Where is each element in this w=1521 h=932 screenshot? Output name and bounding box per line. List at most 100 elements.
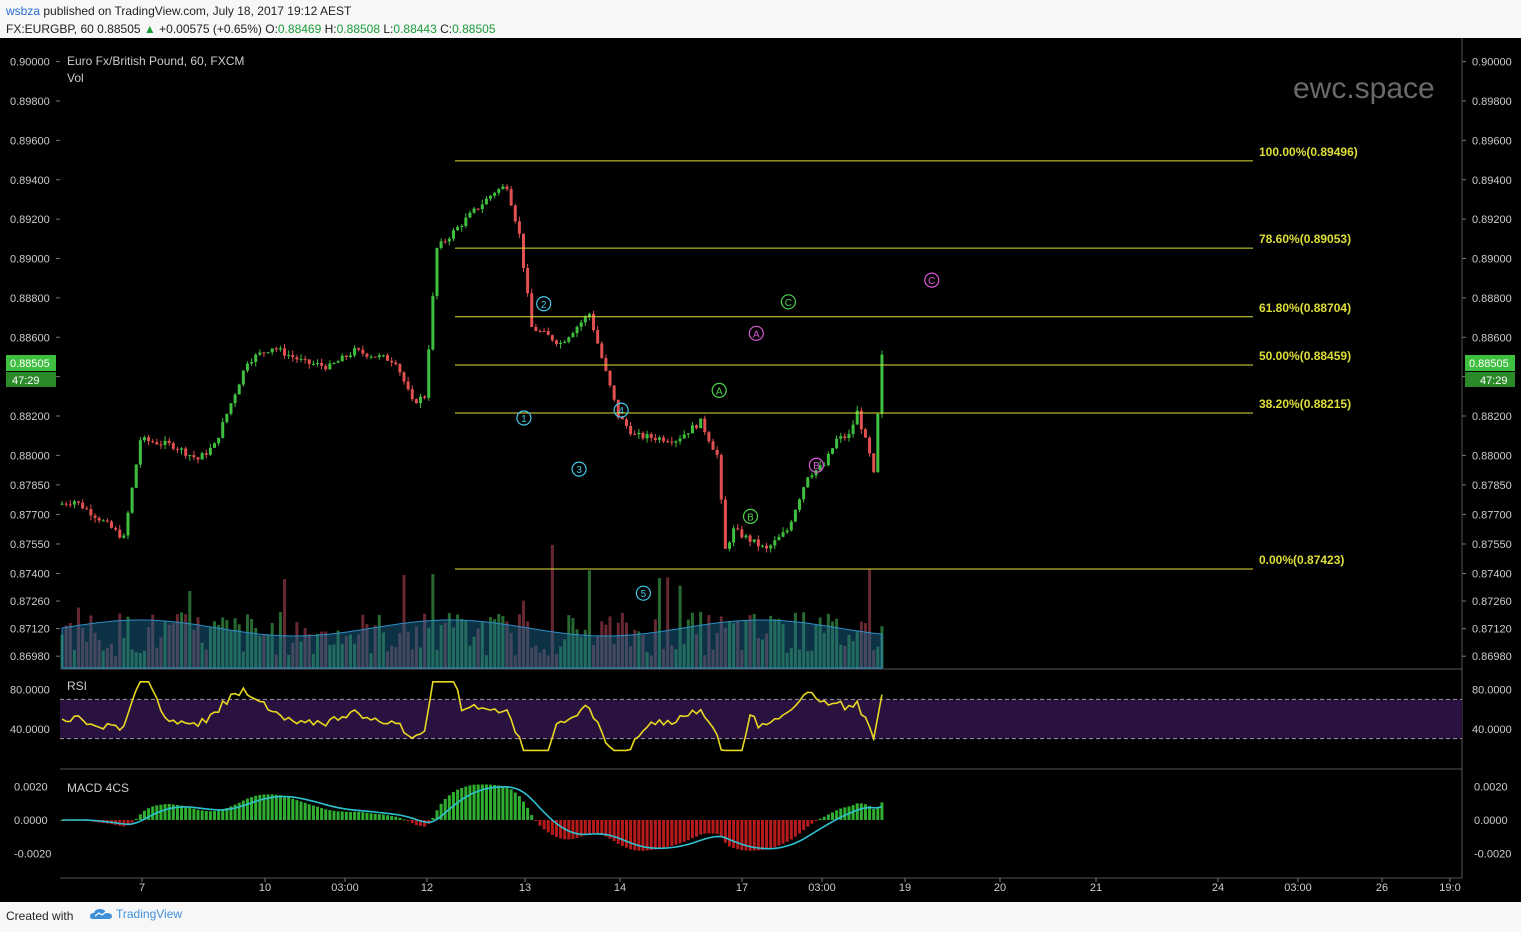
x-tick-label: 24: [1212, 882, 1224, 894]
candle-body: [748, 535, 752, 542]
volume-bar: [468, 645, 472, 668]
candle-body: [851, 424, 855, 434]
volume-bars: [60, 544, 884, 668]
volume-bar: [390, 645, 394, 668]
candle-body: [608, 370, 612, 386]
vol-label: Vol: [67, 71, 84, 85]
volume-bar: [826, 613, 830, 668]
volume-bar: [237, 624, 241, 668]
candle-body: [744, 535, 748, 538]
created-with-label: Created with: [6, 909, 74, 923]
volume-bar: [130, 649, 134, 668]
volume-bar: [596, 635, 600, 668]
candle-body: [773, 540, 777, 546]
macd-histogram-bar: [406, 820, 410, 822]
candle-body: [575, 326, 579, 334]
volume-bar: [233, 618, 237, 668]
volume-bar: [105, 647, 109, 668]
y-tick-label-left: 0.89600: [10, 135, 50, 147]
candle-body: [789, 521, 793, 531]
volume-bar: [423, 613, 427, 668]
volume-bar: [637, 631, 641, 668]
volume-bar: [505, 621, 509, 668]
macd-tick-left: 0.0000: [14, 815, 48, 827]
macd-histogram-bar: [538, 820, 542, 826]
macd-histogram-bar: [695, 820, 699, 837]
volume-bar: [563, 639, 567, 668]
author-link[interactable]: wsbza: [6, 4, 41, 18]
macd-histogram-bar: [554, 820, 558, 838]
macd-tick-right: -0.0020: [1474, 848, 1511, 860]
wave-label-circle: [635, 585, 651, 601]
candle-body: [777, 536, 781, 541]
volume-bar: [546, 655, 550, 668]
tradingview-cloud-icon: [90, 909, 112, 919]
chart-canvas[interactable]: 100.00%(0.89496) 78.60%(0.89053) 61.80%(0.…: [0, 38, 1521, 902]
macd-histogram-bar: [839, 808, 843, 820]
candle-body: [72, 501, 76, 505]
macd-histogram-bar: [353, 811, 357, 820]
volume-bar: [348, 634, 352, 668]
fibonacci-retracement[interactable]: 100.00%(0.89496) 78.60%(0.89053) 61.80%(0.…: [455, 145, 1358, 570]
macd-histogram-bar: [291, 798, 295, 820]
tradingview-link[interactable]: TradingView: [90, 907, 182, 921]
volume-bar: [147, 627, 151, 668]
volume-bar: [373, 625, 377, 668]
candle-body: [596, 330, 600, 344]
macd-histogram-bar: [620, 820, 624, 846]
candle-body: [637, 432, 641, 435]
volume-bar: [266, 634, 270, 668]
volume-bar: [517, 614, 521, 668]
chart-area[interactable]: 100.00%(0.89496) 78.60%(0.89053) 61.80%(0.…: [0, 38, 1521, 902]
volume-bar: [316, 633, 319, 668]
macd-histogram-bar: [460, 787, 464, 820]
candle-body: [394, 362, 398, 365]
candle-body: [542, 331, 546, 333]
volume-bar: [723, 627, 727, 668]
x-tick-label: 10: [259, 882, 271, 894]
volume-bar: [97, 640, 101, 668]
macd-histogram-bar: [505, 787, 509, 820]
price-tag-left-text: 0.88505: [10, 358, 50, 370]
volume-bar: [769, 615, 773, 668]
volume-bar: [649, 655, 653, 668]
volume-bar: [167, 624, 171, 668]
volume-bar: [760, 639, 764, 668]
elliott-wave-labels[interactable]: 1 2 3 4 5 A B C A B C: [516, 272, 940, 601]
volume-bar: [307, 634, 311, 668]
candle-body: [353, 348, 357, 356]
candle-body: [633, 434, 637, 436]
macd-histogram-bar: [806, 820, 810, 827]
open-value: 0.88469: [277, 22, 322, 36]
candle-body: [287, 354, 291, 356]
macd-histogram-bar: [773, 820, 777, 848]
rsi-tick-left: 40.0000: [10, 724, 50, 736]
y-tick-label-right: 0.90000: [1472, 57, 1512, 69]
macd-histogram-bar: [439, 803, 443, 820]
candle-body: [192, 455, 196, 458]
volume-bar: [662, 649, 666, 668]
volume-bar: [707, 615, 711, 668]
candle-body: [245, 363, 249, 371]
volume-bar: [320, 631, 324, 668]
wave-label-text: A: [716, 386, 723, 397]
volume-bar: [184, 614, 188, 668]
x-tick-label: 13: [519, 882, 531, 894]
macd-histogram-bar: [163, 804, 167, 820]
macd-histogram-bar: [254, 795, 258, 820]
volume-bar: [406, 631, 410, 668]
macd-histogram-bar: [484, 784, 488, 820]
wave-label-circle: [742, 508, 759, 525]
volume-bar: [472, 636, 476, 668]
volume-bar: [728, 621, 731, 668]
volume-bar: [439, 624, 443, 668]
y-tick-label-right: 0.89600: [1472, 135, 1512, 147]
volume-bar: [513, 655, 517, 668]
volume-bar: [604, 624, 608, 668]
candle-body: [826, 453, 830, 466]
low-label: L:: [383, 22, 394, 36]
candle-body: [876, 413, 880, 473]
publish-line: wsbza published on TradingView.com, July…: [6, 4, 351, 18]
volume-bar: [851, 641, 855, 668]
macd-histogram-bar: [332, 810, 336, 820]
